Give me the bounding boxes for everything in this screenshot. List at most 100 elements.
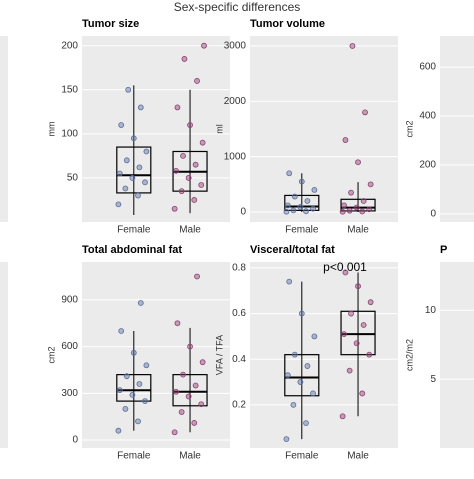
point xyxy=(359,208,366,215)
point xyxy=(123,373,130,380)
point xyxy=(284,202,291,209)
point xyxy=(298,178,305,185)
point xyxy=(171,429,178,436)
point xyxy=(123,157,130,164)
point xyxy=(367,181,374,188)
y-axis-label: ml xyxy=(214,124,224,134)
y-tick-label: 600 xyxy=(61,341,78,352)
plot-background xyxy=(82,36,230,222)
point xyxy=(125,86,132,93)
point xyxy=(286,170,293,177)
y-tick-label: 1000 xyxy=(224,151,247,162)
box xyxy=(340,310,376,356)
y-axis-label: cm2/m2 xyxy=(404,339,414,371)
point xyxy=(367,299,374,306)
point xyxy=(199,359,206,366)
point xyxy=(291,193,298,200)
point xyxy=(283,208,290,215)
point xyxy=(135,418,141,425)
point xyxy=(346,207,353,214)
point xyxy=(353,340,360,347)
point xyxy=(284,372,291,379)
point xyxy=(130,349,137,356)
point xyxy=(348,310,354,317)
y-tick-label: 10 xyxy=(425,305,437,316)
x-tick-label: Male xyxy=(347,225,369,236)
panel-title: Total abdominal fat xyxy=(82,244,182,256)
y-tick-label: 900 xyxy=(61,294,78,305)
y-axis-label: mm xyxy=(46,122,56,137)
point xyxy=(290,207,297,214)
y-tick-label: 300 xyxy=(61,388,78,399)
point xyxy=(199,139,206,146)
point xyxy=(198,182,205,188)
point xyxy=(194,78,200,84)
point xyxy=(291,351,298,358)
y-tick-label: 200 xyxy=(419,160,436,171)
point xyxy=(181,56,188,62)
point xyxy=(173,167,179,174)
point xyxy=(178,409,185,415)
point xyxy=(180,152,186,159)
point xyxy=(122,405,129,412)
point xyxy=(192,382,199,389)
point xyxy=(286,278,293,285)
point xyxy=(180,371,186,378)
point xyxy=(194,273,200,280)
y-tick-label: 150 xyxy=(61,84,78,95)
point xyxy=(122,185,129,192)
point xyxy=(311,186,318,193)
y-axis-label: cm2 xyxy=(404,120,414,137)
point xyxy=(339,413,346,420)
point xyxy=(185,175,192,181)
x-tick-label: Female xyxy=(117,451,151,462)
y-axis-label: cm2 xyxy=(46,346,56,363)
point xyxy=(142,179,148,186)
y-axis-label: VFA / TFA xyxy=(214,335,224,375)
panel-title: Tumor size xyxy=(82,18,139,30)
box xyxy=(284,354,320,397)
panel-title: Tumor volume xyxy=(250,18,325,30)
point xyxy=(341,331,347,338)
y-tick-label: 600 xyxy=(419,62,436,73)
point xyxy=(129,175,136,181)
point xyxy=(187,122,193,128)
point xyxy=(174,320,181,327)
point xyxy=(118,122,125,128)
y-tick-label: 100 xyxy=(61,128,78,139)
point xyxy=(353,204,360,211)
point xyxy=(143,362,150,369)
y-tick-label: 3000 xyxy=(224,41,247,52)
x-tick-label: Female xyxy=(117,225,151,236)
point xyxy=(355,283,361,290)
annotation: p<0.001 xyxy=(323,260,367,274)
point xyxy=(191,420,198,426)
box xyxy=(172,374,208,407)
point xyxy=(360,322,367,328)
cut-panel xyxy=(0,262,8,448)
plot-background xyxy=(250,262,398,448)
point xyxy=(339,208,346,215)
y-tick-label: 0.6 xyxy=(232,308,246,319)
y-tick-label: 200 xyxy=(61,40,78,51)
point xyxy=(129,391,136,398)
y-tick-label: 5 xyxy=(430,374,436,385)
point xyxy=(342,137,349,143)
point xyxy=(310,390,316,397)
point xyxy=(142,398,148,405)
point xyxy=(118,328,125,334)
point xyxy=(360,198,367,204)
box xyxy=(116,146,152,194)
point xyxy=(192,161,199,168)
point xyxy=(178,188,185,195)
point xyxy=(143,148,150,155)
point xyxy=(137,104,144,111)
box xyxy=(340,198,376,212)
y-tick-label: 50 xyxy=(67,173,79,184)
point xyxy=(130,135,137,142)
y-tick-label: 0.8 xyxy=(232,263,246,274)
point xyxy=(290,401,297,408)
plot-background xyxy=(250,36,398,222)
x-tick-label: Male xyxy=(347,451,369,462)
point xyxy=(298,310,305,317)
